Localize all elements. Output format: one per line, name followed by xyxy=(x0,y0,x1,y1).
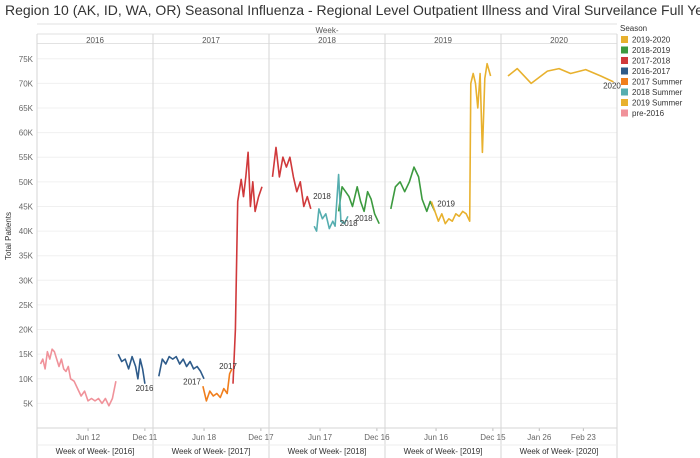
legend-label: 2019-2020 xyxy=(632,36,671,45)
x-tick-label: Dec 16 xyxy=(364,433,390,442)
legend-label: 2017 Summer xyxy=(632,78,683,87)
legend-swatch xyxy=(621,67,628,75)
x-tick-label: Jun 17 xyxy=(308,433,333,442)
y-axis-title: Total Patients xyxy=(4,212,13,260)
y-tick-label: 75K xyxy=(19,55,34,64)
x-tick-label: Jun 12 xyxy=(76,433,101,442)
y-tick-label: 60K xyxy=(19,129,34,138)
y-tick-label: 50K xyxy=(19,178,34,187)
panel-year-label: 2018 xyxy=(318,36,336,45)
y-tick-label: 35K xyxy=(19,252,34,261)
legend-label: 2017-2018 xyxy=(632,57,671,66)
legend-swatch xyxy=(621,99,628,106)
x-axis-title: Week of Week- [2017] xyxy=(172,447,251,456)
y-tick-label: 15K xyxy=(19,350,34,359)
series-end-label: 2020 xyxy=(603,81,621,90)
y-tick-label: 20K xyxy=(19,326,34,335)
series-end-label: 2017 xyxy=(183,378,201,387)
series-line-2017-2018 xyxy=(271,146,312,210)
series-end-label: 2018 xyxy=(340,219,358,228)
series-end-label: 2018 xyxy=(313,192,331,201)
series-end-label: 2017 xyxy=(219,362,237,371)
x-axis-title: Week of Week- [2016] xyxy=(56,447,135,456)
series-line-2019-summer xyxy=(430,62,492,225)
series-line-2018-summer xyxy=(313,173,349,232)
legend-label: 2016-2017 xyxy=(632,67,671,76)
legend-swatch xyxy=(621,78,628,85)
series-line-2016-2017 xyxy=(158,355,205,380)
legend-swatch xyxy=(621,88,628,96)
x-tick-label: Jun 18 xyxy=(192,433,217,442)
series-line-pre-2016 xyxy=(39,348,117,407)
y-tick-label: 65K xyxy=(19,104,34,113)
panel-year-label: 2020 xyxy=(550,36,568,45)
y-tick-label: 55K xyxy=(19,153,34,162)
x-axis-title: Week of Week- [2018] xyxy=(288,447,367,456)
legend-label: 2018 Summer xyxy=(632,88,683,97)
y-tick-label: 40K xyxy=(19,227,34,236)
x-tick-label: Jun 16 xyxy=(424,433,449,442)
y-tick-label: 30K xyxy=(19,276,34,285)
legend-swatch xyxy=(621,57,628,64)
chart-title: Region 10 (AK, ID, WA, OR) Seasonal Infl… xyxy=(5,2,700,18)
y-tick-label: 5K xyxy=(23,399,33,408)
panel-year-label: 2016 xyxy=(86,36,104,45)
x-tick-label: Dec 15 xyxy=(480,433,506,442)
y-tick-label: 25K xyxy=(19,301,34,310)
legend-title: Season xyxy=(620,24,647,33)
series-end-label: 2018 xyxy=(355,214,373,223)
series-line-2017-summer xyxy=(202,368,233,402)
y-tick-label: 70K xyxy=(19,79,34,88)
legend-swatch xyxy=(621,46,628,54)
panel-year-label: 2019 xyxy=(434,36,452,45)
x-tick-label: Feb 23 xyxy=(571,433,596,442)
series-line-2018-2019 xyxy=(390,166,436,213)
series-end-label: 2016 xyxy=(136,384,154,393)
x-tick-label: Dec 17 xyxy=(248,433,274,442)
x-axis-title: Week of Week- [2020] xyxy=(520,447,599,456)
y-tick-label: 10K xyxy=(19,375,34,384)
x-tick-label: Dec 11 xyxy=(132,433,157,442)
series-line-2016-2017 xyxy=(117,353,146,384)
legend-label: 2019 Summer xyxy=(632,99,683,108)
legend-label: pre-2016 xyxy=(632,109,665,118)
x-axis-title: Week of Week- [2019] xyxy=(404,447,483,456)
series-line-2019-2020 xyxy=(507,67,614,85)
panel-year-label: 2017 xyxy=(202,36,220,45)
series-end-label: 2019 xyxy=(437,199,455,208)
legend-label: 2018-2019 xyxy=(632,46,671,55)
header-label: Week- xyxy=(316,26,339,35)
series-line-2018-2019 xyxy=(337,186,380,225)
legend-swatch xyxy=(621,109,628,117)
y-tick-label: 45K xyxy=(19,202,34,211)
x-tick-label: Jan 26 xyxy=(527,433,552,442)
series-line-2017-2018 xyxy=(232,151,263,384)
legend-swatch xyxy=(621,36,628,43)
